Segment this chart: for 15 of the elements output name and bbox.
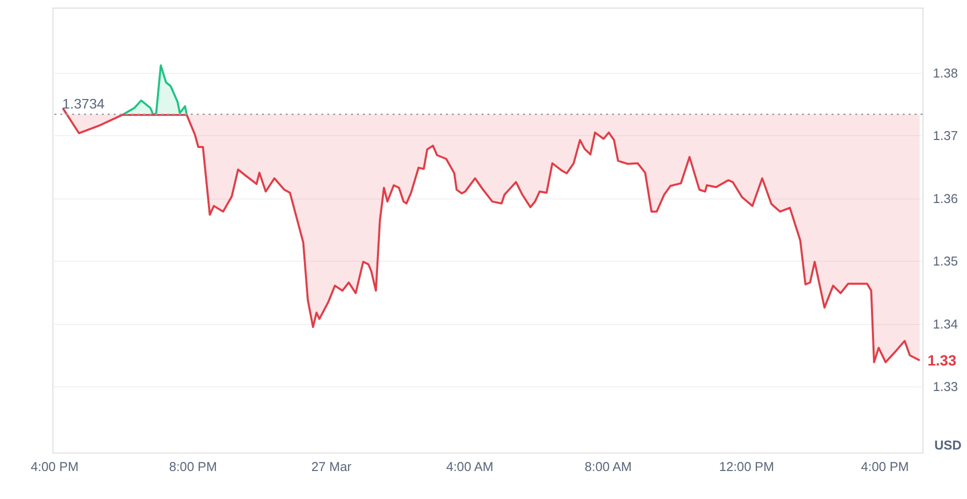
x-tick-label: 4:00 PM [861, 458, 909, 474]
y-axis-title: USD [934, 438, 962, 453]
x-tick-label: 4:00 PM [30, 458, 79, 474]
x-tick-label: 12:00 PM [719, 458, 774, 474]
ref-line-label: 1.3734 [62, 95, 105, 112]
y-tick-label: 1.34 [932, 316, 958, 332]
y-tick-label: 1.38 [932, 65, 958, 80]
x-tick-label: 8:00 AM [584, 458, 632, 474]
x-tick-label: 4:00 AM [446, 458, 494, 474]
y-tick-label: 1.35 [932, 254, 958, 269]
y-tick-label: 1.37 [932, 128, 958, 144]
y-tick-label: 1.36 [932, 190, 958, 206]
x-tick-label: 27 Mar [311, 458, 352, 474]
x-tick-label: 8:00 PM [169, 458, 217, 474]
y-tick-label: 1.33 [932, 379, 958, 394]
